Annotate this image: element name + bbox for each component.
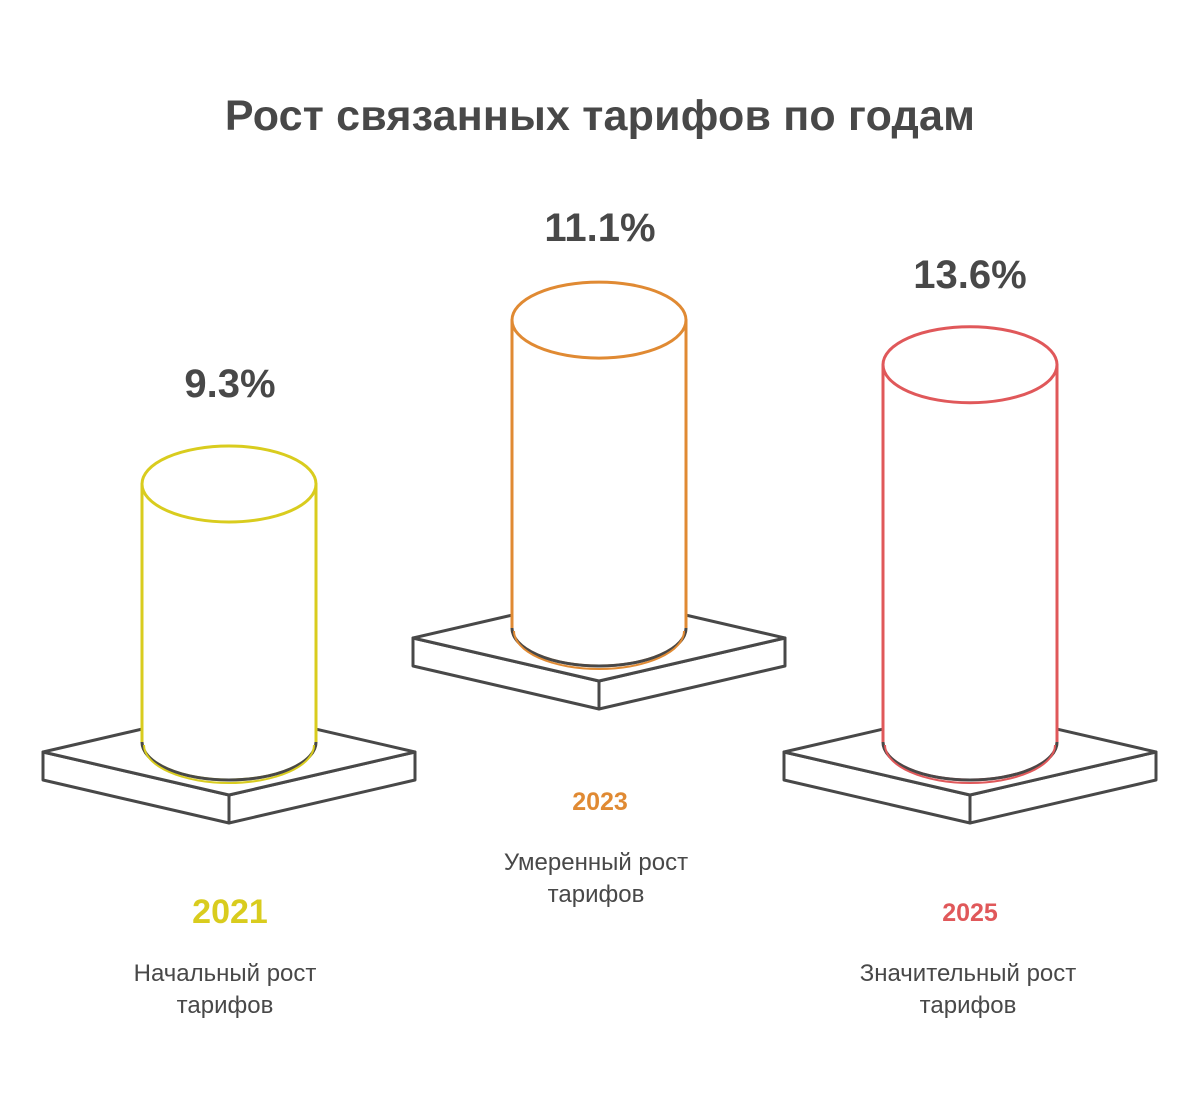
cylinder-base-2021 (140, 741, 318, 782)
year-label-2021: 2021 (192, 893, 268, 931)
year-label-2023: 2023 (572, 788, 628, 816)
cylinder-top-2021 (140, 444, 318, 524)
cylinder-base-rim-2025 (884, 744, 1056, 784)
cylinder-bar-2023 (510, 318, 688, 668)
value-label-2021: 9.3% (184, 362, 276, 406)
description-2025: Значительный рост тарифов (859, 960, 1077, 1019)
value-label-2025: 13.6% (913, 253, 1027, 297)
chart-title: Рост связанных тарифов по годам (224, 92, 976, 140)
value-label-2023: 11.1% (544, 206, 656, 250)
cylinder-base-rim-2023 (513, 630, 685, 670)
year-label-2025: 2025 (942, 899, 998, 927)
cylinder-base-2023 (510, 627, 688, 668)
cylinder-base-2025 (881, 741, 1059, 782)
cylinder-bar-2021 (140, 482, 318, 782)
cylinder-top-2023 (510, 280, 688, 360)
description-2023: Умеренный рост тарифов (503, 849, 689, 908)
cylinder-base-rim-2021 (143, 744, 315, 784)
cylinder-bar-2025 (881, 363, 1059, 782)
description-2021: Начальный рост тарифов (133, 960, 317, 1019)
cylinder-top-2025 (881, 325, 1059, 405)
